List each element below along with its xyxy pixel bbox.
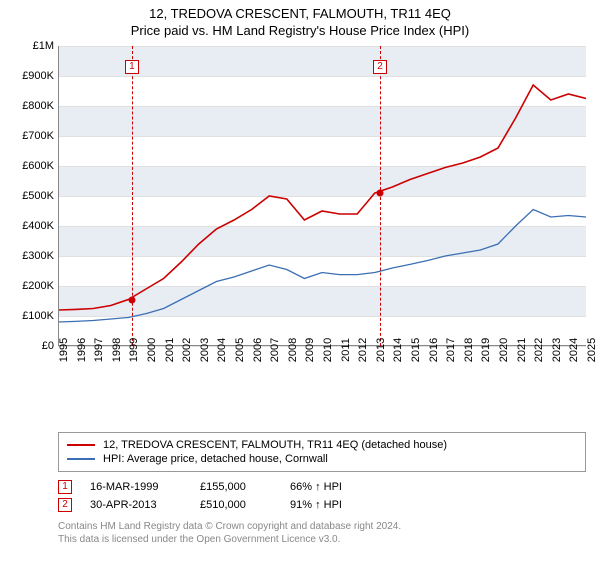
y-tick-label: £0 <box>42 340 54 352</box>
x-tick-label: 2009 <box>304 338 316 362</box>
x-tick-label: 2015 <box>410 338 422 362</box>
chart-lines <box>58 46 586 346</box>
series-line <box>58 85 586 310</box>
footer: Contains HM Land Registry data © Crown c… <box>58 520 586 546</box>
x-tick-label: 2023 <box>551 338 563 362</box>
datapoint-row: 2 30-APR-2013 £510,000 91% ↑ HPI <box>58 498 586 512</box>
x-tick-label: 2017 <box>445 338 457 362</box>
x-tick-label: 2014 <box>392 338 404 362</box>
legend-swatch <box>67 444 95 446</box>
datapoint-marker: 1 <box>58 480 72 494</box>
series-line <box>58 210 586 323</box>
y-tick-label: £400K <box>22 220 54 232</box>
legend-label: HPI: Average price, detached house, Corn… <box>103 453 328 465</box>
x-tick-label: 2001 <box>164 338 176 362</box>
sale-marker-point <box>128 296 135 303</box>
y-tick-label: £800K <box>22 100 54 112</box>
x-tick-label: 2024 <box>568 338 580 362</box>
x-tick-label: 2016 <box>428 338 440 362</box>
y-tick-label: £100K <box>22 310 54 322</box>
sale-marker-box: 1 <box>125 60 139 74</box>
x-tick-label: 2004 <box>216 338 228 362</box>
datapoint-marker: 2 <box>58 498 72 512</box>
x-tick-label: 2000 <box>146 338 158 362</box>
x-tick-label: 1997 <box>93 338 105 362</box>
footer-line: Contains HM Land Registry data © Crown c… <box>58 520 586 533</box>
x-tick-label: 2005 <box>234 338 246 362</box>
x-tick-label: 2013 <box>375 338 387 362</box>
x-tick-label: 2022 <box>533 338 545 362</box>
datapoint-pct: 91% ↑ HPI <box>290 499 390 511</box>
datapoint-date: 30-APR-2013 <box>90 499 200 511</box>
sale-marker-point <box>377 190 384 197</box>
x-tick-label: 2007 <box>269 338 281 362</box>
x-axis-labels: 1995199619971998199920002001200220032004… <box>58 346 586 386</box>
x-tick-label: 2010 <box>322 338 334 362</box>
y-axis-line <box>58 46 59 346</box>
legend-label: 12, TREDOVA CRESCENT, FALMOUTH, TR11 4EQ… <box>103 439 447 451</box>
x-tick-label: 2021 <box>516 338 528 362</box>
chart: £0£100K£200K£300K£400K£500K£600K£700K£80… <box>14 46 586 346</box>
x-tick-label: 2019 <box>480 338 492 362</box>
datapoint-price: £155,000 <box>200 481 290 493</box>
y-tick-label: £500K <box>22 190 54 202</box>
x-tick-label: 2012 <box>357 338 369 362</box>
y-tick-label: £700K <box>22 130 54 142</box>
x-tick-label: 2018 <box>463 338 475 362</box>
y-tick-label: £900K <box>22 70 54 82</box>
datapoint-date: 16-MAR-1999 <box>90 481 200 493</box>
datapoint-row: 1 16-MAR-1999 £155,000 66% ↑ HPI <box>58 480 586 494</box>
x-tick-label: 1996 <box>76 338 88 362</box>
datapoint-pct: 66% ↑ HPI <box>290 481 390 493</box>
y-axis-labels: £0£100K£200K£300K£400K£500K£600K£700K£80… <box>14 46 58 346</box>
sale-marker-box: 2 <box>373 60 387 74</box>
x-tick-label: 2011 <box>340 338 352 362</box>
page-subtitle: Price paid vs. HM Land Registry's House … <box>0 23 600 38</box>
x-tick-label: 2008 <box>287 338 299 362</box>
y-tick-label: £1M <box>33 40 54 52</box>
x-tick-label: 1999 <box>128 338 140 362</box>
x-tick-label: 1998 <box>111 338 123 362</box>
y-tick-label: £600K <box>22 160 54 172</box>
legend-row: 12, TREDOVA CRESCENT, FALMOUTH, TR11 4EQ… <box>67 439 577 451</box>
y-tick-label: £300K <box>22 250 54 262</box>
plot-area: 12 <box>58 46 586 346</box>
legend-row: HPI: Average price, detached house, Corn… <box>67 453 577 465</box>
x-tick-label: 1995 <box>58 338 70 362</box>
page-title: 12, TREDOVA CRESCENT, FALMOUTH, TR11 4EQ <box>0 6 600 21</box>
x-tick-label: 2006 <box>252 338 264 362</box>
x-tick-label: 2020 <box>498 338 510 362</box>
x-tick-label: 2003 <box>199 338 211 362</box>
x-tick-label: 2002 <box>181 338 193 362</box>
x-tick-label: 2025 <box>586 338 598 362</box>
footer-line: This data is licensed under the Open Gov… <box>58 533 586 546</box>
legend: 12, TREDOVA CRESCENT, FALMOUTH, TR11 4EQ… <box>58 432 586 472</box>
legend-swatch <box>67 458 95 460</box>
datapoint-price: £510,000 <box>200 499 290 511</box>
sale-datapoints: 1 16-MAR-1999 £155,000 66% ↑ HPI 2 30-AP… <box>58 480 586 512</box>
y-tick-label: £200K <box>22 280 54 292</box>
